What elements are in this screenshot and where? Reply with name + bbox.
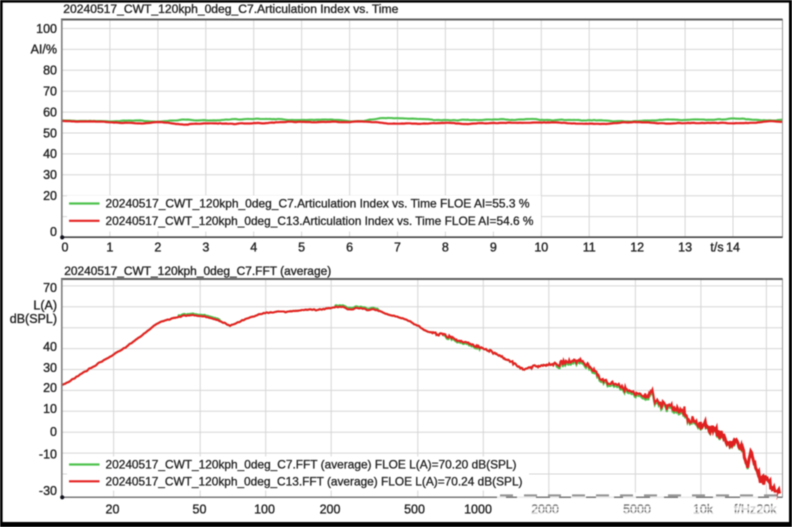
svg-text:dB(SPL): dB(SPL) xyxy=(10,312,57,326)
svg-text:L(A): L(A) xyxy=(33,299,57,313)
svg-text:30: 30 xyxy=(43,361,57,375)
svg-text:60: 60 xyxy=(43,105,57,119)
svg-text:70: 70 xyxy=(43,85,57,99)
svg-text:20240517_CWT_120kph_0deg_C7.FF: 20240517_CWT_120kph_0deg_C7.FFT (average… xyxy=(64,264,331,278)
svg-text:3: 3 xyxy=(202,241,209,255)
svg-text:100: 100 xyxy=(254,503,275,517)
svg-text:0: 0 xyxy=(62,241,69,255)
svg-text:7: 7 xyxy=(394,241,401,255)
svg-text:12: 12 xyxy=(630,241,644,255)
svg-text:20240517_CWT_120kph_0deg_C13.A: 20240517_CWT_120kph_0deg_C13.Articulatio… xyxy=(106,214,534,228)
svg-text:200: 200 xyxy=(320,503,341,517)
svg-text:-30: -30 xyxy=(39,484,57,498)
svg-text:500: 500 xyxy=(404,503,425,517)
svg-text:10: 10 xyxy=(534,241,548,255)
svg-text:13: 13 xyxy=(678,241,692,255)
svg-text:20: 20 xyxy=(43,381,57,395)
svg-text:20240517_CWT_120kph_0deg_C7.Ar: 20240517_CWT_120kph_0deg_C7.Articulation… xyxy=(63,2,398,16)
svg-text:0: 0 xyxy=(50,425,57,439)
svg-text:1000: 1000 xyxy=(464,503,492,517)
svg-text:t/s: t/s xyxy=(710,241,723,255)
svg-text:0: 0 xyxy=(50,225,57,239)
svg-text:100: 100 xyxy=(36,22,57,36)
svg-text:-10: -10 xyxy=(39,447,57,461)
svg-text:2: 2 xyxy=(154,241,161,255)
svg-text:AI/%: AI/% xyxy=(31,43,57,57)
svg-text:40: 40 xyxy=(43,340,57,354)
svg-text:50: 50 xyxy=(43,126,57,140)
svg-text:11: 11 xyxy=(583,241,596,255)
svg-text:80: 80 xyxy=(43,64,57,78)
svg-text:40: 40 xyxy=(43,147,57,161)
svg-text:30: 30 xyxy=(43,168,57,182)
svg-text:20240517_CWT_120kph_0deg_C7.FF: 20240517_CWT_120kph_0deg_C7.FFT (average… xyxy=(106,458,517,472)
svg-text:50: 50 xyxy=(193,503,207,517)
svg-text:20240517_CWT_120kph_0deg_C7.Ar: 20240517_CWT_120kph_0deg_C7.Articulation… xyxy=(106,197,530,211)
svg-text:20: 20 xyxy=(106,503,120,517)
svg-text:6: 6 xyxy=(346,241,353,255)
svg-text:9: 9 xyxy=(490,241,497,255)
svg-text:20: 20 xyxy=(43,189,57,203)
svg-text:70: 70 xyxy=(43,281,57,295)
svg-text:8: 8 xyxy=(442,241,449,255)
svg-text:10: 10 xyxy=(43,402,57,416)
svg-text:4: 4 xyxy=(250,241,257,255)
svg-text:5: 5 xyxy=(298,241,305,255)
svg-text:1: 1 xyxy=(106,241,113,255)
svg-text:14: 14 xyxy=(726,241,740,255)
svg-text:20240517_CWT_120kph_0deg_C13.F: 20240517_CWT_120kph_0deg_C13.FFT (averag… xyxy=(106,474,523,488)
